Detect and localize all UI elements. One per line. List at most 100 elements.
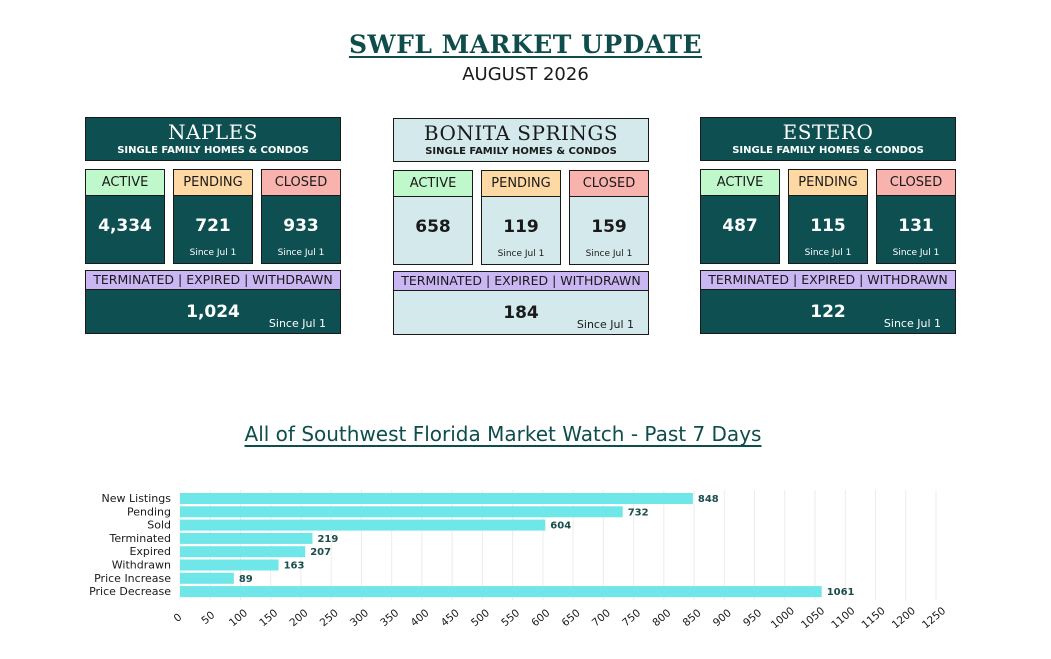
data-label: 848: [698, 494, 719, 505]
category-label: Sold: [147, 519, 171, 532]
tw-value: 1,024: [186, 302, 240, 322]
active-value-box: 487: [700, 196, 780, 264]
market-name: NAPLES: [168, 120, 258, 144]
bar: [180, 532, 313, 544]
x-tick-label: 600: [529, 607, 552, 629]
x-tick-label: 100: [227, 607, 250, 629]
x-tick-label: 300: [348, 607, 371, 629]
bar: [180, 586, 822, 598]
active-stat: ACTIVE 4,334: [85, 169, 165, 264]
pending-value-box: 119 Since Jul 1: [481, 197, 561, 265]
pending-stat: PENDING 119 Since Jul 1: [481, 170, 561, 265]
x-tick-label: 400: [408, 607, 431, 629]
tw-since: Since Jul 1: [576, 318, 634, 331]
x-tick-label: 1000: [769, 605, 797, 631]
x-tick-label: 1250: [920, 605, 948, 631]
category-label: Expired: [129, 545, 171, 558]
category-label: New Listings: [102, 492, 172, 505]
data-label: 89: [239, 574, 253, 585]
active-stat: ACTIVE 658: [393, 170, 473, 265]
category-label: Pending: [127, 505, 171, 518]
bar: [180, 506, 623, 518]
x-tick-label: 750: [620, 607, 643, 629]
x-tick-label: 950: [741, 607, 764, 629]
page-subtitle: AUGUST 2026: [462, 64, 589, 85]
pending-since: Since Jul 1: [804, 248, 852, 258]
closed-since: Since Jul 1: [892, 248, 940, 258]
closed-stat: CLOSED 131 Since Jul 1: [876, 169, 956, 264]
data-label: 219: [317, 534, 338, 545]
closed-label: CLOSED: [261, 169, 341, 196]
category-label: Terminated: [109, 532, 172, 545]
x-tick-label: 50: [199, 609, 217, 627]
closed-value-box: 933 Since Jul 1: [261, 196, 341, 264]
data-label: 207: [310, 547, 331, 558]
tw-label: TERMINATED | EXPIRED | WITHDRAWN: [85, 270, 341, 290]
bar: [180, 493, 693, 504]
bar: [180, 572, 234, 584]
closed-stat: CLOSED 159 Since Jul 1: [569, 170, 649, 265]
tw-label: TERMINATED | EXPIRED | WITHDRAWN: [393, 271, 649, 291]
active-label: ACTIVE: [85, 169, 165, 196]
data-label: 163: [284, 561, 305, 572]
x-tick-label: 800: [650, 607, 673, 629]
pending-value: 721: [195, 216, 231, 236]
pending-since: Since Jul 1: [189, 248, 237, 258]
active-value: 658: [415, 217, 451, 237]
market-name: BONITA SPRINGS: [423, 121, 619, 145]
category-label: Withdrawn: [112, 559, 171, 572]
x-tick-label: 500: [469, 607, 492, 629]
active-stat: ACTIVE 487: [700, 169, 780, 264]
pending-since: Since Jul 1: [497, 249, 545, 259]
bar: [180, 546, 306, 558]
market-subtitle: SINGLE FAMILY HOMES & CONDOS: [117, 145, 309, 156]
pending-label: PENDING: [481, 170, 561, 197]
pending-stat: PENDING 721 Since Jul 1: [173, 169, 253, 264]
x-tick-label: 650: [560, 607, 583, 629]
tw-value: 184: [503, 303, 539, 323]
market-header: NAPLES SINGLE FAMILY HOMES & CONDOS: [85, 117, 341, 161]
tw-since: Since Jul 1: [268, 317, 326, 330]
tw-label: TERMINATED | EXPIRED | WITHDRAWN: [700, 270, 956, 290]
active-value: 487: [722, 216, 758, 236]
pending-value: 115: [810, 216, 846, 236]
x-tick-label: 250: [318, 607, 341, 629]
x-tick-label: 900: [711, 607, 734, 629]
market-subtitle: SINGLE FAMILY HOMES & CONDOS: [425, 146, 617, 157]
closed-value: 933: [283, 216, 319, 236]
tw-value: 122: [810, 302, 846, 322]
x-tick-label: 850: [681, 607, 704, 629]
market-subtitle: SINGLE FAMILY HOMES & CONDOS: [732, 145, 924, 156]
x-tick-label: 1050: [799, 605, 827, 631]
tw-value-box: 184 Since Jul 1: [393, 291, 649, 335]
x-tick-label: 0: [172, 611, 185, 624]
closed-label: CLOSED: [569, 170, 649, 197]
closed-value-box: 131 Since Jul 1: [876, 196, 956, 264]
data-label: 732: [628, 507, 649, 518]
market-header: BONITA SPRINGS SINGLE FAMILY HOMES & CON…: [393, 118, 649, 162]
x-tick-label: 200: [287, 607, 310, 629]
bar: [180, 519, 546, 531]
x-tick-label: 1200: [890, 605, 918, 631]
data-label: 1061: [827, 587, 855, 598]
x-tick-label: 1150: [859, 605, 887, 631]
chart-title: All of Southwest Florida Market Watch - …: [244, 422, 762, 446]
page-title: SWFL MARKET UPDATE: [348, 30, 703, 59]
active-label: ACTIVE: [700, 169, 780, 196]
active-value-box: 4,334: [85, 196, 165, 264]
closed-since: Since Jul 1: [585, 249, 633, 259]
x-tick-label: 150: [257, 607, 280, 629]
x-tick-label: 1100: [829, 605, 857, 631]
pending-value-box: 115 Since Jul 1: [788, 196, 868, 264]
bar: [180, 559, 279, 571]
closed-label: CLOSED: [876, 169, 956, 196]
pending-stat: PENDING 115 Since Jul 1: [788, 169, 868, 264]
x-tick-label: 550: [499, 607, 522, 629]
closed-value: 159: [591, 217, 627, 237]
tw-value-box: 1,024 Since Jul 1: [85, 290, 341, 334]
closed-since: Since Jul 1: [277, 248, 325, 258]
x-tick-label: 450: [439, 607, 462, 629]
pending-label: PENDING: [788, 169, 868, 196]
active-label: ACTIVE: [393, 170, 473, 197]
x-tick-label: 700: [590, 607, 613, 629]
